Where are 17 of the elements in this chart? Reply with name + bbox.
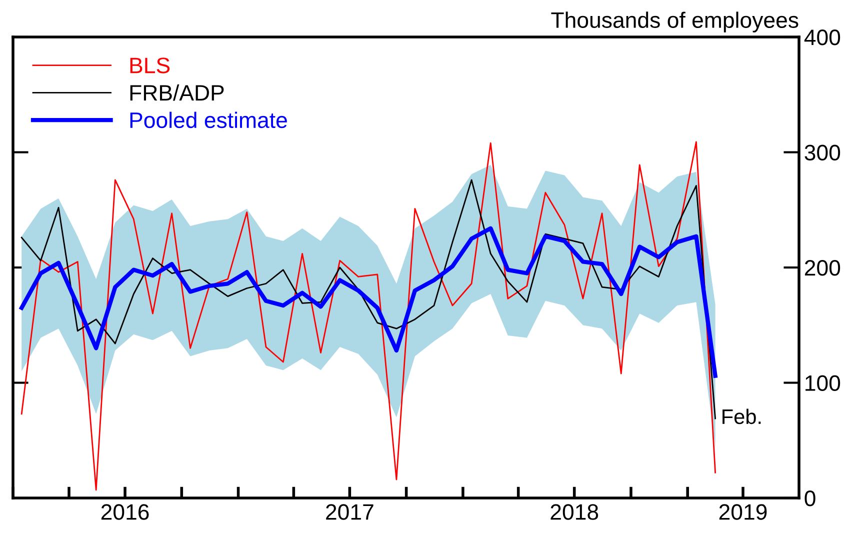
y-tick-label: 100 <box>806 375 840 392</box>
y-tick-label: 400 <box>804 30 840 46</box>
x-tick-label: 2017 <box>326 504 374 520</box>
y-tick-label: 200 <box>804 260 840 276</box>
legend-label: BLS <box>130 58 170 74</box>
y-tick-label: 300 <box>804 144 840 161</box>
annotation: Feb. <box>722 408 761 424</box>
legend-label: FRB/ADP <box>130 84 224 101</box>
line-series <box>20 141 716 491</box>
x-tick-label: 2019 <box>719 504 767 520</box>
line-series <box>20 179 716 420</box>
y-axis-title: Thousands of employees <box>551 12 798 32</box>
line-series <box>20 226 718 378</box>
legend-label: Pooled estimate <box>130 112 287 128</box>
x-tick-label: 2018 <box>550 504 598 520</box>
y-tick-label: 0 <box>804 490 816 506</box>
x-tick-label: 2016 <box>101 504 149 520</box>
